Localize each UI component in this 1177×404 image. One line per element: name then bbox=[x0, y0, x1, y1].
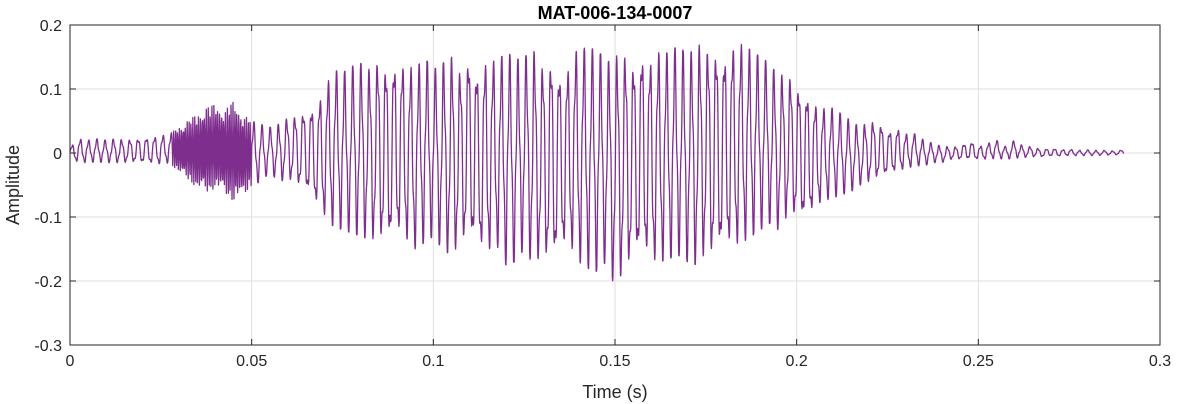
x-tick-label: 0.3 bbox=[1149, 353, 1171, 370]
x-tick-label: 0 bbox=[66, 353, 75, 370]
x-tick-label: 0.1 bbox=[422, 353, 444, 370]
tick-labels: 0 0.05 0.1 0.15 0.2 0.25 0.3 -0.3 -0.2 -0.1 0 0.1 0.… bbox=[34, 18, 1171, 370]
x-tick-label: 0.05 bbox=[236, 353, 267, 370]
y-tick-label: -0.1 bbox=[34, 210, 62, 227]
x-axis-label: Time (s) bbox=[582, 382, 647, 402]
x-tick-label: 0.25 bbox=[963, 353, 994, 370]
y-tick-label: 0.2 bbox=[40, 18, 62, 35]
y-tick-label: 0 bbox=[53, 146, 62, 163]
y-tick-label: -0.3 bbox=[34, 338, 62, 355]
x-tick-label: 0.15 bbox=[599, 353, 630, 370]
y-tick-label: 0.1 bbox=[40, 82, 62, 99]
signal-group bbox=[69, 43, 1125, 282]
y-tick-label: -0.2 bbox=[34, 274, 62, 291]
signal-line bbox=[69, 43, 1125, 282]
ticks bbox=[69, 24, 1161, 346]
x-tick-label: 0.2 bbox=[786, 353, 808, 370]
y-axis-label: Amplitude bbox=[3, 145, 23, 225]
chart-title: MAT-006-134-0007 bbox=[538, 3, 693, 23]
